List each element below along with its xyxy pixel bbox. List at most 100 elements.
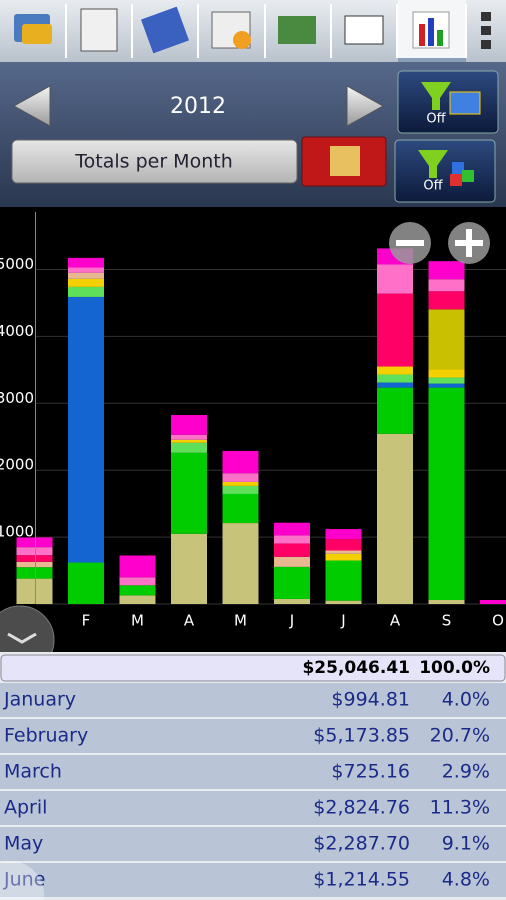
bar-segment bbox=[68, 286, 104, 297]
x-tick-label: S bbox=[442, 612, 452, 630]
zoom-in[interactable] bbox=[448, 222, 490, 264]
bar-segment bbox=[68, 278, 104, 287]
bar-segment bbox=[171, 442, 207, 453]
x-tick-label: J bbox=[289, 612, 294, 630]
bar-segment bbox=[16, 578, 53, 604]
filter-button[interactable] bbox=[394, 139, 496, 203]
bar-segment bbox=[171, 439, 207, 443]
amount: $2,824.76 bbox=[313, 797, 410, 819]
amount: $1,214.55 bbox=[313, 869, 410, 891]
bar-segment bbox=[377, 433, 413, 604]
x-tick-label: O bbox=[492, 612, 504, 630]
percent: 2.9% bbox=[442, 761, 490, 783]
bar-segment bbox=[222, 481, 259, 486]
table-row bbox=[0, 863, 506, 897]
menu-button[interactable] bbox=[481, 12, 491, 49]
bar-segment bbox=[428, 599, 465, 604]
x-tick-label: F bbox=[82, 612, 91, 630]
y-tick-label: 2000 bbox=[0, 456, 34, 474]
bar-segment bbox=[222, 485, 259, 494]
table-row bbox=[0, 683, 506, 717]
bar-segment bbox=[377, 366, 413, 375]
percent: 20.7% bbox=[430, 725, 490, 747]
x-tick-label: A bbox=[390, 612, 401, 630]
table-row bbox=[0, 827, 506, 861]
percent: 4.8% bbox=[442, 869, 490, 891]
total-percent: 100.0% bbox=[419, 658, 490, 678]
bar-segment bbox=[325, 560, 362, 601]
x-tick-label: M bbox=[131, 612, 144, 630]
percent: 4.0% bbox=[442, 689, 490, 711]
bar-segment bbox=[274, 535, 310, 544]
bar-segment bbox=[428, 377, 465, 384]
month: February bbox=[4, 725, 88, 747]
y-tick-label: 5000 bbox=[0, 255, 34, 273]
bar-segment bbox=[325, 529, 362, 540]
bar-segment bbox=[119, 595, 156, 604]
bar-segment bbox=[428, 369, 465, 378]
calculator-icon[interactable] bbox=[80, 8, 118, 52]
total-row bbox=[0, 654, 506, 682]
book-icon[interactable] bbox=[344, 15, 384, 45]
bar-segment bbox=[68, 296, 104, 563]
bar-segment bbox=[171, 434, 207, 440]
x-tick-label: M bbox=[234, 612, 247, 630]
bar-segment bbox=[119, 585, 156, 596]
bar-segment bbox=[222, 493, 259, 524]
percent: 9.1% bbox=[442, 833, 490, 855]
bar-segment bbox=[377, 264, 413, 294]
bar-segment bbox=[377, 387, 413, 434]
chart: 010002000300040005000FMAMJJASO bbox=[0, 248, 506, 630]
bar-segment bbox=[325, 539, 362, 551]
bar-segment bbox=[16, 561, 53, 568]
amount: $5,173.85 bbox=[313, 725, 410, 747]
bar-segment bbox=[428, 309, 465, 370]
tab-indicator bbox=[398, 58, 466, 62]
bar-segment bbox=[325, 600, 362, 604]
month: May bbox=[4, 833, 43, 855]
money-icon[interactable] bbox=[278, 16, 316, 44]
bar-segment bbox=[16, 567, 53, 579]
filter-button[interactable] bbox=[397, 70, 499, 134]
bar-segment bbox=[274, 543, 310, 557]
bar-segment bbox=[171, 415, 207, 435]
bar-segment bbox=[16, 555, 53, 562]
next-year[interactable] bbox=[346, 85, 385, 127]
rows: January $994.81 4.0% February $5,173.85 20.7%… bbox=[0, 683, 506, 900]
bar-segment bbox=[377, 374, 413, 383]
total-amount: $25,046.41 bbox=[302, 658, 410, 678]
bar-segment bbox=[480, 599, 506, 604]
y-tick-label: 1000 bbox=[0, 523, 34, 541]
month: June bbox=[3, 869, 45, 891]
bar-segment bbox=[377, 293, 413, 367]
bar-segment bbox=[274, 598, 310, 604]
bar-segment bbox=[428, 279, 465, 292]
filter-state: Off bbox=[423, 179, 443, 194]
bar-segment bbox=[16, 547, 53, 556]
table-row bbox=[0, 755, 506, 789]
view-button[interactable] bbox=[11, 139, 298, 184]
bar-segment bbox=[274, 522, 310, 536]
scroll-handle bbox=[0, 861, 44, 900]
bar-segment bbox=[428, 383, 465, 388]
bar-segment bbox=[222, 523, 259, 604]
bar-segment bbox=[325, 553, 362, 561]
amount: $994.81 bbox=[331, 689, 410, 711]
bar-segment bbox=[68, 272, 104, 279]
prev-year[interactable] bbox=[12, 85, 51, 127]
bar-segment bbox=[171, 452, 207, 534]
bar-segment bbox=[325, 550, 362, 554]
month: March bbox=[4, 761, 62, 783]
bar-segment bbox=[68, 562, 104, 604]
bar-segment bbox=[119, 577, 156, 586]
zoom-out[interactable] bbox=[389, 222, 431, 264]
y-tick-label: 4000 bbox=[0, 322, 34, 340]
bar-segment bbox=[274, 556, 310, 567]
amount: $2,287.70 bbox=[313, 833, 410, 855]
month: April bbox=[4, 797, 47, 819]
brush-icon[interactable] bbox=[140, 6, 190, 54]
bar-segment bbox=[222, 473, 259, 482]
bar-segment bbox=[171, 533, 207, 604]
amount: $725.16 bbox=[331, 761, 410, 783]
